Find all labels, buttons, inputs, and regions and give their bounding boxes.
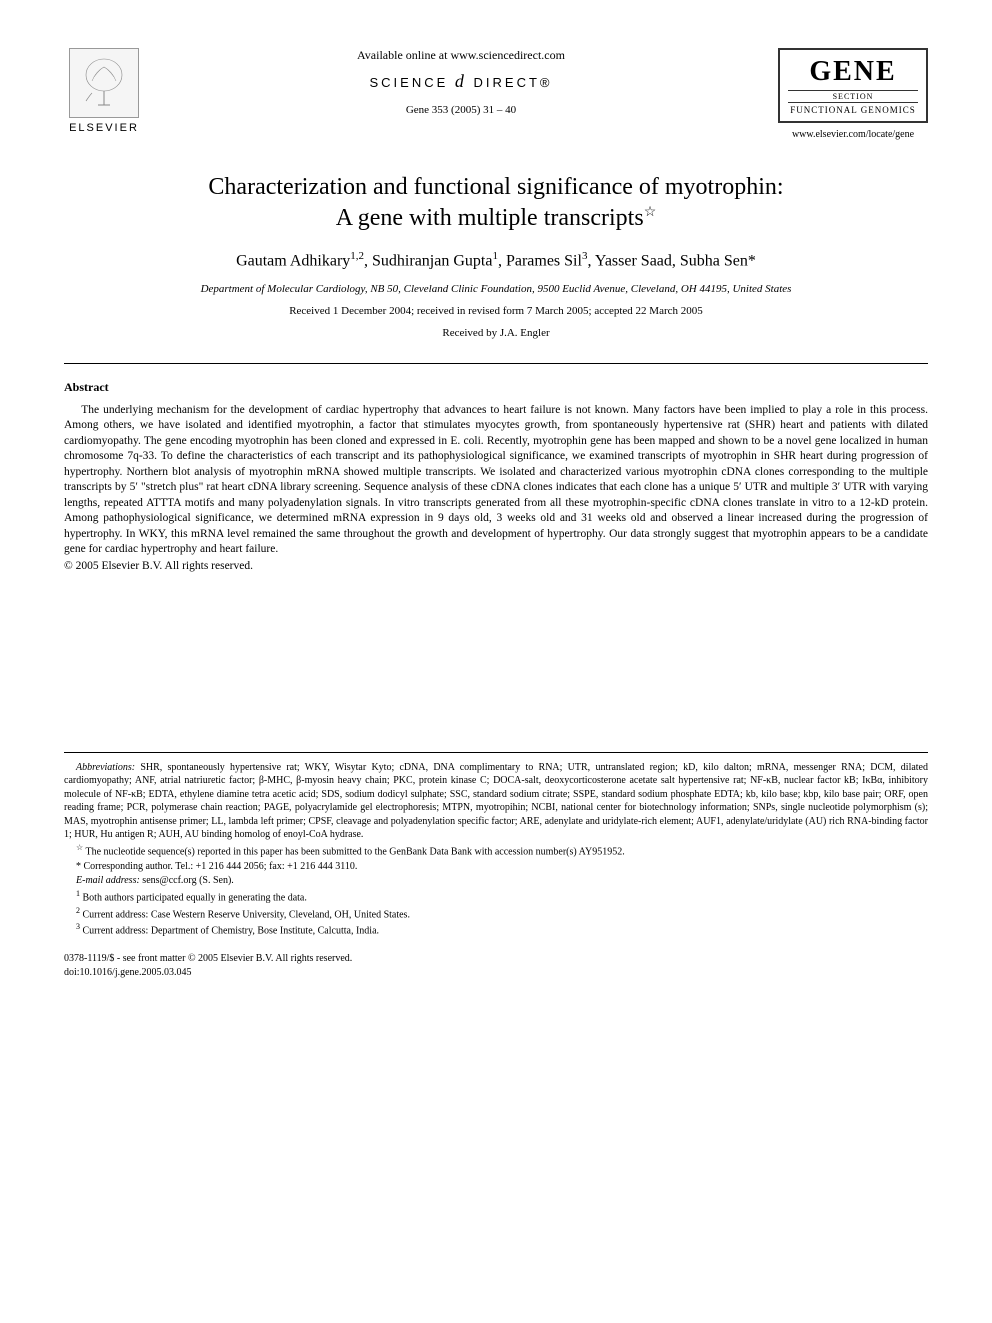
author-list: Gautam Adhikary1,2, Sudhiranjan Gupta1, …: [64, 250, 928, 270]
footnote-2: 2 Current address: Case Western Reserve …: [64, 906, 928, 922]
header-center: Available online at www.sciencedirect.co…: [144, 48, 778, 116]
author-3-sup: 3: [582, 250, 588, 262]
journal-logo: GENE SECTION FUNCTIONAL GENOMICS www.els…: [778, 48, 928, 140]
author-5: Subha Sen*: [680, 253, 756, 270]
abstract-heading: Abstract: [64, 380, 928, 395]
footnote-email: E-mail address: sens@ccf.org (S. Sen).: [64, 874, 928, 888]
footnote-star: ☆ The nucleotide sequence(s) reported in…: [64, 843, 928, 859]
author-2: Sudhiranjan Gupta: [372, 253, 492, 270]
journal-title: GENE: [788, 56, 918, 88]
title-line-1: Characterization and functional signific…: [208, 174, 783, 200]
author-2-sup: 1: [492, 250, 498, 262]
article-dates: Received 1 December 2004; received in re…: [64, 305, 928, 317]
journal-section-label: SECTION: [788, 90, 918, 103]
corr-text: Corresponding author. Tel.: +1 216 444 2…: [81, 861, 357, 872]
received-by: Received by J.A. Engler: [64, 327, 928, 339]
email-value: sens@ccf.org (S. Sen).: [140, 875, 234, 886]
author-1-sup: 1,2: [350, 250, 364, 262]
sd-bubble-icon: d: [455, 71, 467, 91]
publisher-name: ELSEVIER: [69, 122, 139, 134]
author-3: Parames Sil: [506, 253, 582, 270]
available-online-text: Available online at www.sciencedirect.co…: [164, 48, 758, 63]
publisher-logo: ELSEVIER: [64, 48, 144, 134]
issn-line: 0378-1119/$ - see front matter © 2005 El…: [64, 952, 928, 966]
abstract-copyright: © 2005 Elsevier B.V. All rights reserved…: [64, 560, 928, 572]
journal-logo-box: GENE SECTION FUNCTIONAL GENOMICS: [778, 48, 928, 123]
abbrev-text: SHR, spontaneously hypertensive rat; WKY…: [64, 762, 928, 841]
article-title: Characterization and functional signific…: [64, 172, 928, 234]
journal-subsection: FUNCTIONAL GENOMICS: [788, 105, 918, 115]
footnote-corresponding: * Corresponding author. Tel.: +1 216 444…: [64, 860, 928, 874]
email-label: E-mail address:: [76, 875, 140, 886]
abbreviations: Abbreviations: SHR, spontaneously hypert…: [64, 761, 928, 842]
page-header: ELSEVIER Available online at www.science…: [64, 48, 928, 140]
footnote-1: 1 Both authors participated equally in g…: [64, 889, 928, 905]
star-text: The nucleotide sequence(s) reported in t…: [83, 846, 625, 857]
journal-url: www.elsevier.com/locate/gene: [778, 129, 928, 140]
author-1: Gautam Adhikary: [236, 253, 350, 270]
science-direct-logo: SCIENCE d DIRECT®: [164, 71, 758, 92]
abbrev-label: Abbreviations:: [76, 762, 135, 773]
citation-text: Gene 353 (2005) 31 – 40: [164, 104, 758, 116]
fn1-text: Both authors participated equally in gen…: [80, 892, 307, 903]
sd-right: DIRECT®: [474, 75, 553, 90]
abstract-body: The underlying mechanism for the develop…: [64, 403, 928, 558]
affiliation: Department of Molecular Cardiology, NB 5…: [64, 283, 928, 295]
sd-left: SCIENCE: [369, 75, 448, 90]
doi-line: doi:10.1016/j.gene.2005.03.045: [64, 966, 928, 980]
fn3-text: Current address: Department of Chemistry…: [80, 926, 379, 937]
title-note-marker: ☆: [644, 205, 657, 220]
bottom-meta: 0378-1119/$ - see front matter © 2005 El…: [64, 952, 928, 979]
footnote-section: Abbreviations: SHR, spontaneously hypert…: [64, 752, 928, 979]
author-4: Yasser Saad: [595, 253, 672, 270]
section-rule: [64, 363, 928, 364]
elsevier-tree-icon: [69, 48, 139, 118]
fn2-text: Current address: Case Western Reserve Un…: [80, 909, 410, 920]
footnote-3: 3 Current address: Department of Chemist…: [64, 922, 928, 938]
title-line-2: A gene with multiple transcripts: [336, 205, 644, 231]
